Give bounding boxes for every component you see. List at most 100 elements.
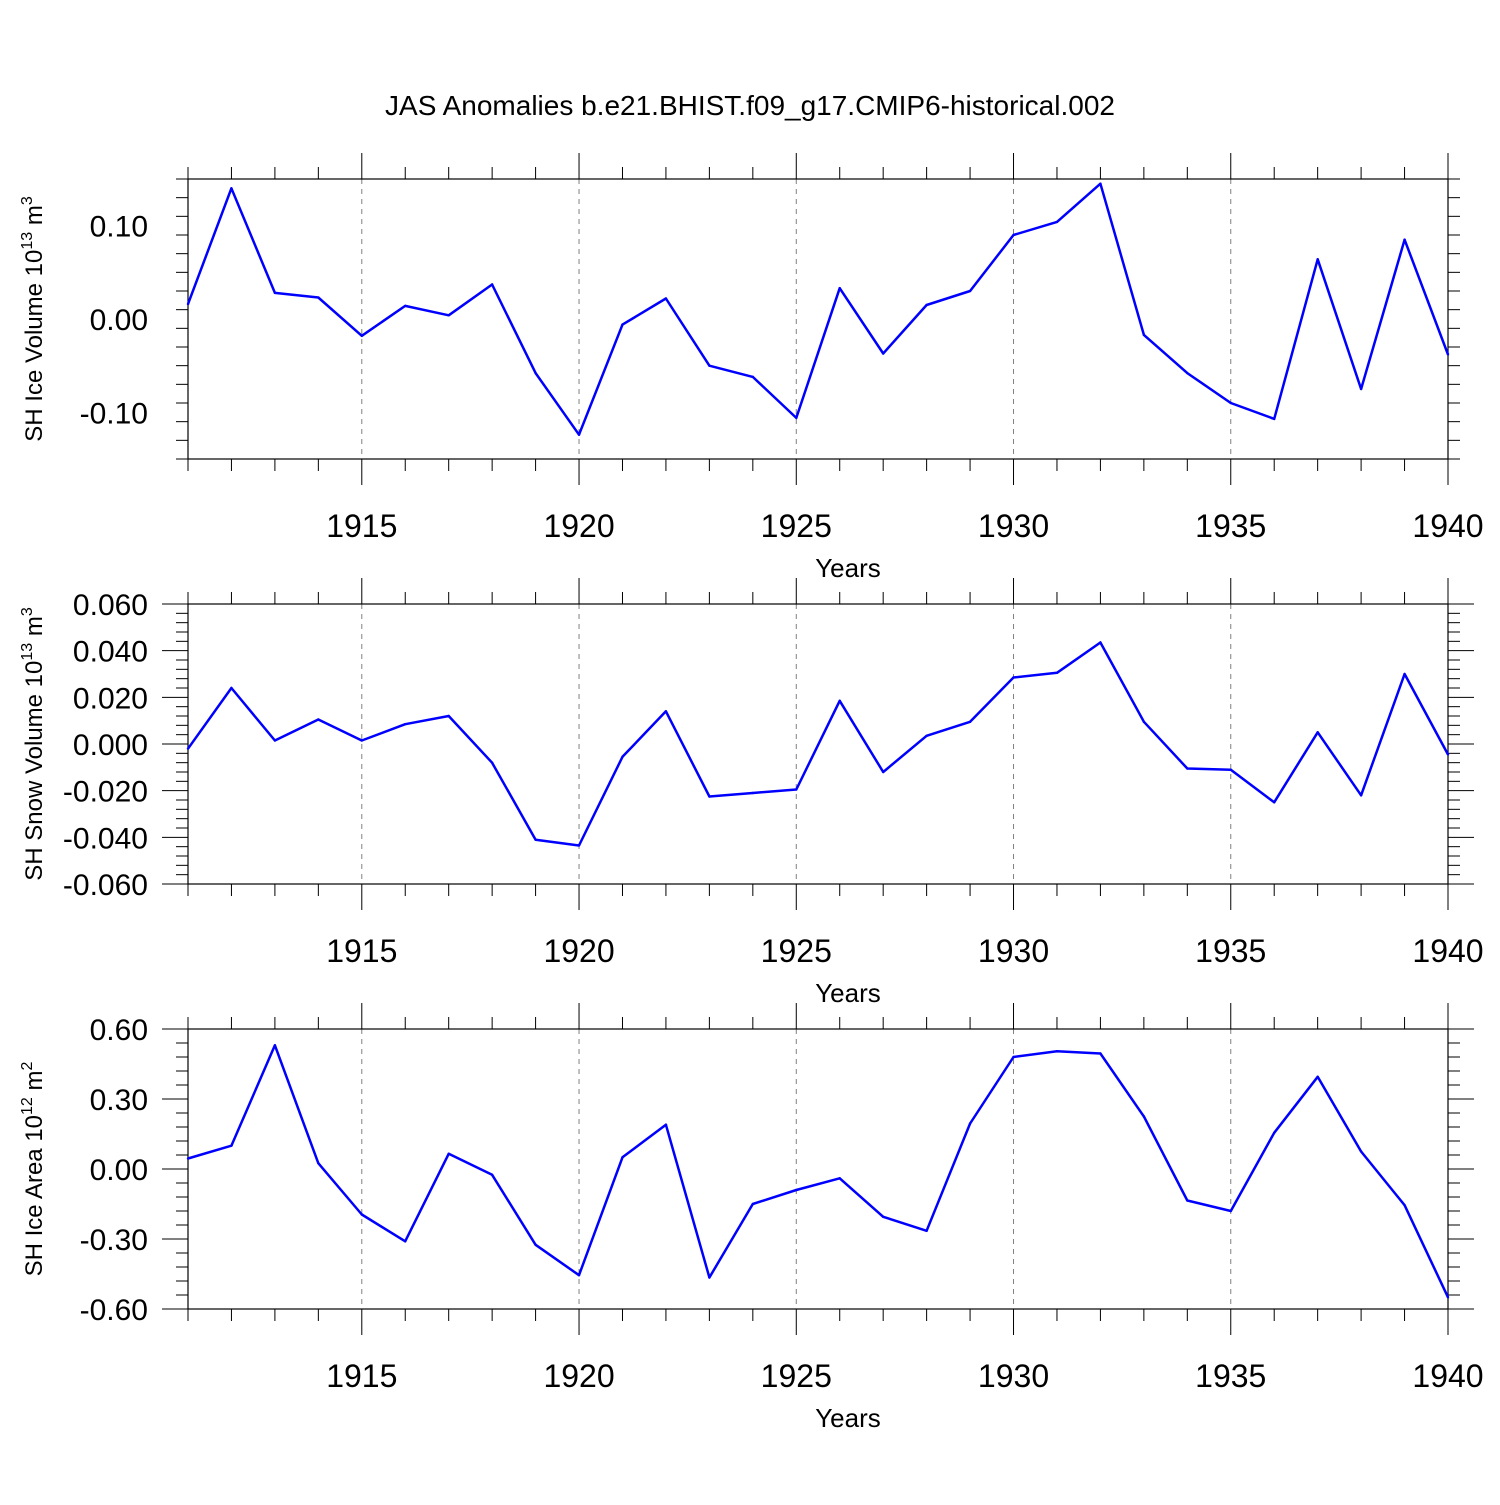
y-axis-label: SH Snow Volume 1013 m3 <box>19 607 48 881</box>
y-tick-label: 0.000 <box>73 729 148 762</box>
data-point <box>1186 767 1189 770</box>
data-point <box>1446 353 1450 356</box>
data-point <box>881 352 885 355</box>
data-point <box>317 1161 320 1165</box>
data-point <box>968 1122 972 1125</box>
data-point <box>577 1273 581 1277</box>
data-point <box>490 761 494 764</box>
x-tick-label: 1915 <box>326 933 397 969</box>
data-point <box>447 1152 450 1156</box>
data-point <box>751 1202 755 1206</box>
y-axis-label: SH Ice Volume 1013 m3 <box>19 196 48 442</box>
data-point <box>1142 720 1146 724</box>
x-tick-label: 1940 <box>1412 508 1483 544</box>
data-point <box>968 720 972 724</box>
data-point <box>273 291 277 295</box>
panel-2: -0.060 -0.040 -0.020 0.000 0.020 0.040 0.060 19… <box>19 578 1484 1008</box>
data-point <box>1403 672 1406 676</box>
data-point <box>1273 1131 1276 1135</box>
plot-frame <box>187 178 1449 460</box>
data-point <box>577 844 581 847</box>
data-point <box>404 722 407 726</box>
data-point <box>490 1173 494 1177</box>
data-point <box>1359 794 1363 797</box>
data-point <box>708 795 711 798</box>
data-point <box>360 1213 363 1216</box>
x-tick-label: 1935 <box>1195 1358 1266 1394</box>
x-tick-label: 1940 <box>1412 933 1483 969</box>
data-point <box>1012 233 1015 237</box>
data-point <box>534 371 537 375</box>
x-tick-label: 1930 <box>978 508 1049 544</box>
data-point <box>1055 220 1059 224</box>
y-tick-label: 0.10 <box>90 211 148 244</box>
panel-3: -0.60 -0.30 0.00 0.30 0.60 1915 1920 1925 1930 19… <box>19 1003 1484 1433</box>
data-point <box>664 710 668 713</box>
data-point <box>360 334 363 337</box>
x-tick-label: 1935 <box>1195 508 1266 544</box>
data-point <box>621 323 624 326</box>
y-tick-label: -0.060 <box>63 869 148 902</box>
data-point <box>1359 1150 1363 1153</box>
x-tick-label: 1935 <box>1195 933 1266 969</box>
y-tick-label: 0.00 <box>90 1154 148 1187</box>
data-point <box>1403 238 1406 241</box>
data-point <box>881 1215 885 1219</box>
data-point <box>534 838 537 841</box>
y-tick-label: -0.30 <box>80 1224 148 1257</box>
y-tick-label: 0.60 <box>90 1014 148 1047</box>
panel-1: -0.10 0.00 0.10 1915 1920 1925 1930 1935 1940 Yea… <box>19 153 1484 583</box>
data-point <box>1229 768 1232 771</box>
y-axis-label: SH Ice Area 1012 m2 <box>19 1062 48 1277</box>
data-point <box>838 287 841 290</box>
data-point <box>1446 753 1450 756</box>
data-point <box>925 1229 928 1233</box>
data-point <box>708 1276 711 1279</box>
data-point <box>795 416 798 420</box>
data-point <box>186 302 190 306</box>
data-point <box>664 1123 668 1126</box>
x-tick-label: 1930 <box>978 933 1049 969</box>
x-axis-label: Years <box>815 553 881 583</box>
data-point <box>838 699 841 703</box>
y-tick-label: 0.040 <box>73 636 148 669</box>
data-point <box>447 714 450 718</box>
data-point <box>1099 641 1102 644</box>
data-point <box>838 1177 841 1180</box>
data-point <box>490 283 494 286</box>
data-point <box>273 739 277 742</box>
data-point <box>1055 1049 1059 1053</box>
data-point <box>317 296 320 299</box>
data-point <box>664 297 668 300</box>
data-point <box>1316 1075 1319 1079</box>
data-point <box>1316 731 1319 734</box>
data-point <box>1273 417 1276 421</box>
data-point <box>404 1240 407 1243</box>
x-tick-label: 1920 <box>543 933 614 969</box>
y-tick-label: 0.30 <box>90 1084 148 1117</box>
data-point <box>1186 1199 1189 1202</box>
y-tick-label: 0.060 <box>73 589 148 622</box>
data-point <box>925 734 928 738</box>
data-point <box>1316 258 1319 261</box>
series-line <box>186 641 1450 847</box>
data-point <box>186 747 190 750</box>
data-point <box>795 788 798 791</box>
data-point <box>1012 676 1015 679</box>
x-axis-label: Years <box>815 1403 881 1433</box>
data-point <box>273 1044 277 1047</box>
data-point <box>1359 387 1363 391</box>
data-point <box>1403 1203 1406 1207</box>
data-point <box>1099 1052 1102 1055</box>
x-tick-label: 1920 <box>543 1358 614 1394</box>
data-point <box>751 791 755 795</box>
y-tick-label: -0.020 <box>63 776 148 809</box>
data-point <box>230 1144 233 1147</box>
data-point <box>795 1188 798 1192</box>
y-tick-label: -0.10 <box>80 397 148 430</box>
data-point <box>1012 1055 1015 1059</box>
data-point <box>1099 182 1102 185</box>
x-tick-label: 1925 <box>761 508 832 544</box>
data-point <box>230 686 233 690</box>
